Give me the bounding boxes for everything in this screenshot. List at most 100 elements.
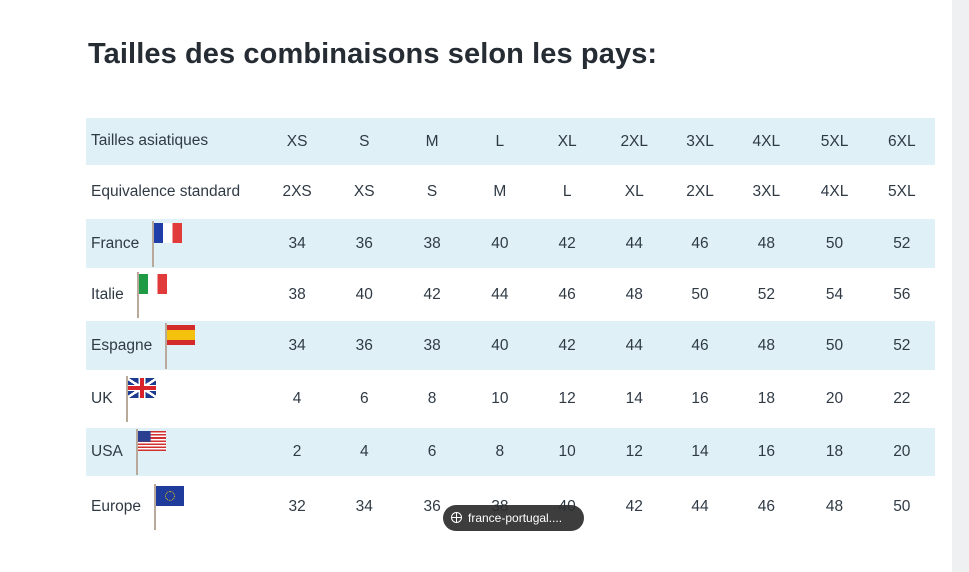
table-cell: XS (353, 183, 375, 200)
table-cell: 34 (263, 219, 331, 268)
table-cell: 3XL (667, 118, 733, 165)
size-table: Tailles asiatiques XS S M L XL 2XL 3XL 4XL 5XL 6XL… (86, 118, 935, 538)
table-cell: 44 (491, 285, 509, 303)
table-cell: 4XL (820, 183, 849, 200)
spain-flag-icon (164, 322, 198, 369)
table-cell: 52 (868, 321, 935, 370)
table-cell: 22 (893, 390, 911, 407)
table-cell: 40 (465, 219, 534, 268)
table-cell: 36 (423, 498, 441, 515)
table-cell: 42 (625, 498, 643, 515)
table-cell: S (330, 118, 399, 165)
table-cell: 10 (533, 428, 601, 476)
table-cell: 10 (491, 390, 509, 407)
row-label-cell: Italie (86, 268, 264, 321)
table-cell: 46 (667, 219, 733, 268)
table-cell: 54 (825, 285, 844, 303)
table-cell: 2XL (686, 183, 714, 200)
table-cell: 12 (600, 428, 668, 476)
table-cell: 5XL (800, 118, 869, 165)
france-flag-icon (151, 220, 185, 267)
scrollbar-track[interactable] (952, 0, 969, 572)
table-cell: XL (533, 118, 601, 165)
table-row: Italie 38 40 42 44 46 48 50 52 54 56 (86, 268, 935, 321)
table-cell: 6XL (868, 118, 935, 165)
link-tooltip: france-portugal.... (443, 505, 584, 531)
row-label-cell: USA (86, 428, 264, 476)
eu-flag-icon (153, 484, 187, 530)
row-label: UK (91, 390, 113, 407)
row-label-cell: Espagne (86, 321, 264, 370)
table-cell: 50 (691, 285, 709, 303)
table-cell: 48 (825, 498, 844, 515)
table-cell: M (398, 118, 466, 165)
table-cell: 50 (800, 321, 869, 370)
table-cell: 52 (868, 219, 935, 268)
table-cell: 44 (600, 219, 668, 268)
row-label: Tailles asiatiques (91, 132, 209, 150)
row-label-cell: Tailles asiatiques (86, 118, 264, 165)
table-cell: 4 (330, 428, 399, 476)
table-cell: 2XS (282, 183, 312, 200)
table-cell: 34 (355, 498, 373, 515)
row-label: France (91, 234, 140, 252)
table-cell: 12 (558, 390, 576, 407)
table-cell: 14 (667, 428, 733, 476)
table-cell: 4XL (732, 118, 801, 165)
table-cell: 2 (263, 428, 331, 476)
table-cell: 42 (533, 219, 601, 268)
row-label: Europe (91, 498, 141, 515)
table-cell: 14 (625, 390, 643, 407)
table-cell: 16 (691, 390, 709, 407)
tooltip-text: france-portugal.... (468, 511, 563, 525)
table-cell: 42 (423, 285, 441, 303)
table-row: Equivalence standard 2XS XS S M L XL 2XL 3XL 4XL 5… (86, 165, 935, 219)
row-label-cell: Europe (86, 476, 264, 538)
table-cell: 18 (757, 390, 775, 407)
table-cell: 38 (398, 219, 466, 268)
table-cell: 3XL (752, 183, 781, 200)
row-label-cell: Equivalence standard (86, 165, 264, 219)
size-table-body: Tailles asiatiques XS S M L XL 2XL 3XL 4XL 5XL 6XL… (86, 118, 935, 538)
row-label-cell: France (86, 219, 264, 268)
table-cell: 38 (288, 285, 306, 303)
table-cell: 8 (465, 428, 534, 476)
table-cell: 48 (732, 321, 801, 370)
table-cell: 52 (757, 285, 775, 303)
table-row: France 34 36 38 40 42 44 46 48 50 52 (86, 219, 935, 268)
table-cell: 20 (868, 428, 935, 476)
table-cell: 46 (667, 321, 733, 370)
table-cell: M (493, 183, 507, 200)
table-row: Tailles asiatiques XS S M L XL 2XL 3XL 4XL 5XL 6XL (86, 118, 935, 165)
table-cell: 5XL (888, 183, 916, 200)
row-label: Italie (91, 285, 124, 303)
table-cell: 48 (625, 285, 643, 303)
uk-flag-icon (125, 376, 159, 422)
page-title: Tailles des combinaisons selon les pays: (88, 38, 658, 70)
table-cell: 4 (292, 390, 302, 407)
table-cell: 34 (263, 321, 331, 370)
table-cell: 46 (558, 285, 576, 303)
table-cell: 8 (427, 390, 437, 407)
table-cell: XS (263, 118, 331, 165)
table-cell: 36 (330, 321, 399, 370)
table-cell: 50 (800, 219, 869, 268)
globe-icon (451, 512, 462, 523)
table-cell: 32 (288, 498, 306, 515)
table-cell: 44 (691, 498, 709, 515)
table-row: Espagne 34 36 38 40 42 44 46 48 50 52 (86, 321, 935, 370)
table-cell: L (465, 118, 534, 165)
italy-flag-icon (136, 271, 170, 318)
table-cell: S (426, 183, 438, 200)
table-cell: 6 (359, 390, 369, 407)
table-cell: XL (624, 183, 644, 200)
table-cell: 6 (398, 428, 466, 476)
table-cell: 2XL (600, 118, 668, 165)
table-cell: L (562, 183, 572, 200)
table-cell: 20 (825, 390, 844, 407)
table-cell: 48 (732, 219, 801, 268)
table-cell: 38 (398, 321, 466, 370)
table-cell: 50 (893, 498, 911, 515)
row-label: Equivalence standard (91, 182, 241, 200)
